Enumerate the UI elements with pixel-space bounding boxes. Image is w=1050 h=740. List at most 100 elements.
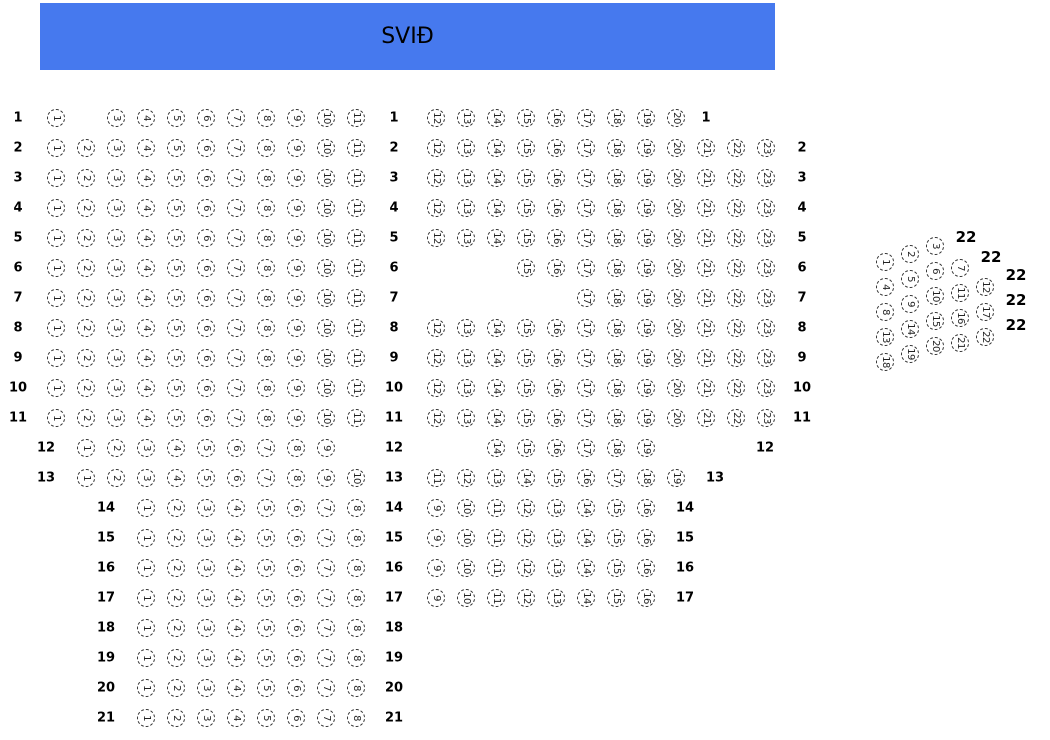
seat-row6-1[interactable]: 1 <box>47 259 65 277</box>
seat-row13-11[interactable]: 11 <box>427 469 445 487</box>
seat-row8-6[interactable]: 6 <box>197 319 215 337</box>
seat-row5-11[interactable]: 11 <box>347 229 365 247</box>
seat-row18-8[interactable]: 8 <box>347 619 365 637</box>
seat-row9-14[interactable]: 14 <box>487 349 505 367</box>
seat-row15-5[interactable]: 5 <box>257 529 275 547</box>
seat-row12-5[interactable]: 5 <box>197 439 215 457</box>
seat-row14-10[interactable]: 10 <box>457 499 475 517</box>
seat-row3-22[interactable]: 22 <box>727 169 745 187</box>
seat-row16-11[interactable]: 11 <box>487 559 505 577</box>
seat-row15-6[interactable]: 6 <box>287 529 305 547</box>
seat-row18-3[interactable]: 3 <box>197 619 215 637</box>
seat-row4-11[interactable]: 11 <box>347 199 365 217</box>
seat-row7-10[interactable]: 10 <box>317 289 335 307</box>
seat-row8-20[interactable]: 20 <box>667 319 685 337</box>
seat-row20-8[interactable]: 8 <box>347 679 365 697</box>
seat-row16-16[interactable]: 16 <box>637 559 655 577</box>
seat-row10-16[interactable]: 16 <box>547 379 565 397</box>
seat-row15-10[interactable]: 10 <box>457 529 475 547</box>
seat-row7-9[interactable]: 9 <box>287 289 305 307</box>
side-seat-6[interactable]: 6 <box>926 262 944 280</box>
seat-row1-16[interactable]: 16 <box>547 109 565 127</box>
seat-row13-16[interactable]: 16 <box>577 469 595 487</box>
seat-row4-14[interactable]: 14 <box>487 199 505 217</box>
seat-row10-4[interactable]: 4 <box>137 379 155 397</box>
seat-row3-1[interactable]: 1 <box>47 169 65 187</box>
seat-row3-23[interactable]: 23 <box>757 169 775 187</box>
seat-row11-23[interactable]: 23 <box>757 409 775 427</box>
seat-row13-7[interactable]: 7 <box>257 469 275 487</box>
seat-row6-16[interactable]: 16 <box>547 259 565 277</box>
seat-row16-8[interactable]: 8 <box>347 559 365 577</box>
side-seat-22[interactable]: 22 <box>976 328 994 346</box>
seat-row10-20[interactable]: 20 <box>667 379 685 397</box>
seat-row7-3[interactable]: 3 <box>107 289 125 307</box>
seat-row8-2[interactable]: 2 <box>77 319 95 337</box>
side-seat-10[interactable]: 10 <box>926 287 944 305</box>
seat-row3-19[interactable]: 19 <box>637 169 655 187</box>
seat-row10-12[interactable]: 12 <box>427 379 445 397</box>
seat-row20-6[interactable]: 6 <box>287 679 305 697</box>
seat-row14-13[interactable]: 13 <box>547 499 565 517</box>
seat-row10-6[interactable]: 6 <box>197 379 215 397</box>
seat-row4-12[interactable]: 12 <box>427 199 445 217</box>
side-seat-20[interactable]: 20 <box>926 337 944 355</box>
seat-row14-16[interactable]: 16 <box>637 499 655 517</box>
seat-row5-19[interactable]: 19 <box>637 229 655 247</box>
seat-row2-7[interactable]: 7 <box>227 139 245 157</box>
seat-row12-18[interactable]: 18 <box>607 439 625 457</box>
seat-row17-2[interactable]: 2 <box>167 589 185 607</box>
seat-row20-4[interactable]: 4 <box>227 679 245 697</box>
seat-row5-1[interactable]: 1 <box>47 229 65 247</box>
seat-row1-11[interactable]: 11 <box>347 109 365 127</box>
seat-row6-20[interactable]: 20 <box>667 259 685 277</box>
seat-row3-17[interactable]: 17 <box>577 169 595 187</box>
seat-row2-1[interactable]: 1 <box>47 139 65 157</box>
seat-row8-21[interactable]: 21 <box>697 319 715 337</box>
seat-row4-10[interactable]: 10 <box>317 199 335 217</box>
seat-row2-22[interactable]: 22 <box>727 139 745 157</box>
seat-row20-7[interactable]: 7 <box>317 679 335 697</box>
seat-row4-1[interactable]: 1 <box>47 199 65 217</box>
seat-row10-5[interactable]: 5 <box>167 379 185 397</box>
side-seat-15[interactable]: 15 <box>926 312 944 330</box>
seat-row14-4[interactable]: 4 <box>227 499 245 517</box>
seat-row3-6[interactable]: 6 <box>197 169 215 187</box>
seat-row11-9[interactable]: 9 <box>287 409 305 427</box>
seat-row1-20[interactable]: 20 <box>667 109 685 127</box>
seat-row13-8[interactable]: 8 <box>287 469 305 487</box>
seat-row6-15[interactable]: 15 <box>517 259 535 277</box>
seat-row6-22[interactable]: 22 <box>727 259 745 277</box>
seat-row9-1[interactable]: 1 <box>47 349 65 367</box>
seat-row10-23[interactable]: 23 <box>757 379 775 397</box>
seat-row18-4[interactable]: 4 <box>227 619 245 637</box>
seat-row3-21[interactable]: 21 <box>697 169 715 187</box>
seat-row21-7[interactable]: 7 <box>317 709 335 727</box>
seat-row5-23[interactable]: 23 <box>757 229 775 247</box>
seat-row14-6[interactable]: 6 <box>287 499 305 517</box>
seat-row10-15[interactable]: 15 <box>517 379 535 397</box>
seat-row2-12[interactable]: 12 <box>427 139 445 157</box>
seat-row2-16[interactable]: 16 <box>547 139 565 157</box>
seat-row19-3[interactable]: 3 <box>197 649 215 667</box>
seat-row4-18[interactable]: 18 <box>607 199 625 217</box>
seat-row13-14[interactable]: 14 <box>517 469 535 487</box>
seat-row16-9[interactable]: 9 <box>427 559 445 577</box>
seat-row6-10[interactable]: 10 <box>317 259 335 277</box>
seat-row5-8[interactable]: 8 <box>257 229 275 247</box>
seat-row9-9[interactable]: 9 <box>287 349 305 367</box>
seat-row18-1[interactable]: 1 <box>137 619 155 637</box>
seat-row16-3[interactable]: 3 <box>197 559 215 577</box>
seat-row17-5[interactable]: 5 <box>257 589 275 607</box>
seat-row2-18[interactable]: 18 <box>607 139 625 157</box>
seat-row10-19[interactable]: 19 <box>637 379 655 397</box>
seat-row8-10[interactable]: 10 <box>317 319 335 337</box>
seat-row9-12[interactable]: 12 <box>427 349 445 367</box>
seat-row7-8[interactable]: 8 <box>257 289 275 307</box>
seat-row4-23[interactable]: 23 <box>757 199 775 217</box>
side-seat-13[interactable]: 13 <box>876 328 894 346</box>
seat-row9-4[interactable]: 4 <box>137 349 155 367</box>
seat-row8-18[interactable]: 18 <box>607 319 625 337</box>
seat-row3-10[interactable]: 10 <box>317 169 335 187</box>
seat-row12-16[interactable]: 16 <box>547 439 565 457</box>
